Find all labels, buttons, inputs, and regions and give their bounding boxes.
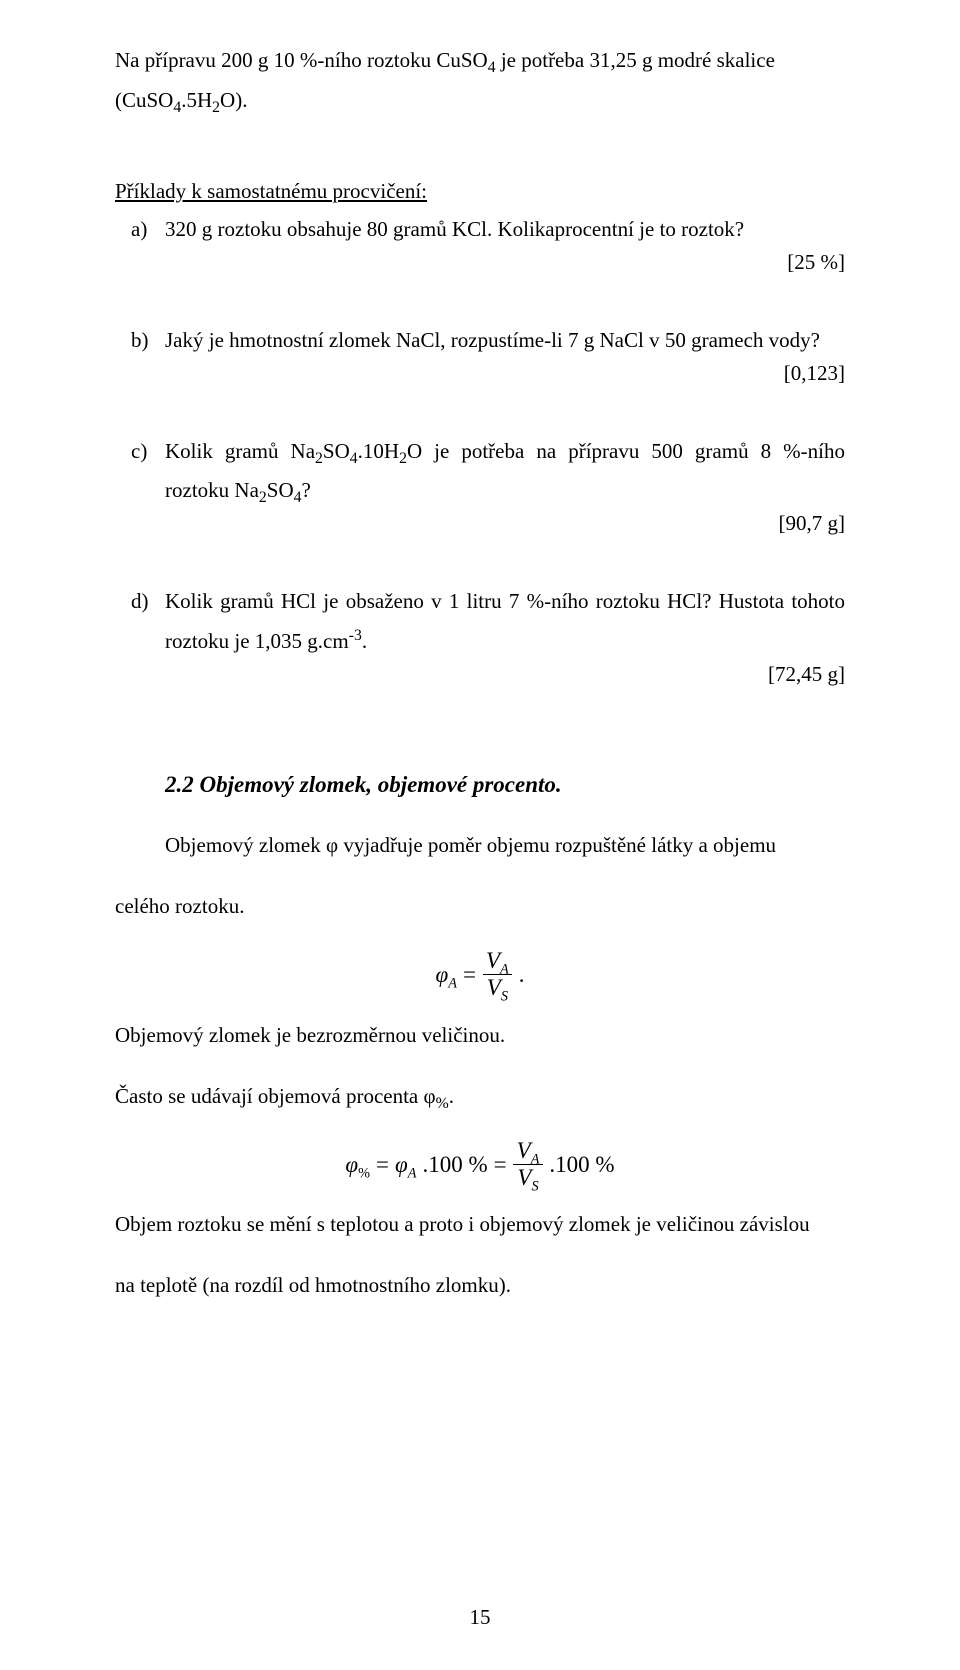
- fraction: VA VS: [513, 1138, 544, 1192]
- subscript-2: 2: [259, 490, 267, 507]
- sub-s: S: [531, 1179, 538, 1195]
- page-number: 15: [0, 1605, 960, 1630]
- intro-paragraph: Na přípravu 200 g 10 %-ního roztoku CuSO…: [115, 41, 845, 121]
- intro-text-5: O).: [220, 88, 247, 112]
- problem-c-mid1: SO: [323, 439, 350, 463]
- marker-d: d): [131, 582, 149, 622]
- eq2-lhs: φ%: [345, 1152, 370, 1178]
- problem-a: a) 320 g roztoku obsahuje 80 gramů KCl. …: [115, 210, 845, 250]
- casto-b: .: [449, 1084, 454, 1108]
- answer-b: [0,123]: [115, 361, 845, 386]
- para-casto: Často se udávají objemová procenta φ%.: [115, 1077, 845, 1117]
- hundred-pct: .100 %: [422, 1152, 487, 1178]
- marker-c: c): [131, 432, 147, 472]
- problem-c-mid2: .10H: [358, 439, 399, 463]
- eq2-rhs1: φA: [395, 1152, 416, 1178]
- intro-text-3: (CuSO: [115, 88, 173, 112]
- page: Na přípravu 200 g 10 %-ního roztoku CuSO…: [0, 0, 960, 1670]
- phi-symbol: φ: [326, 833, 338, 857]
- problem-a-text: 320 g roztoku obsahuje 80 gramů KCl. Kol…: [165, 217, 744, 241]
- problem-list: a) 320 g roztoku obsahuje 80 gramů KCl. …: [115, 210, 845, 250]
- equals-sign: =: [494, 1152, 507, 1178]
- problem-d: d) Kolik gramů HCl je obsaženo v 1 litru…: [115, 582, 845, 662]
- subscript-2: 2: [212, 99, 220, 116]
- denominator: VS: [483, 974, 512, 1001]
- phi-symbol: φ: [424, 1084, 436, 1108]
- phi-var: φ: [395, 1152, 408, 1177]
- v-var: V: [517, 1165, 531, 1190]
- problem-d-l1: Kolik gramů HCl je obsaženo v 1 litru 7 …: [165, 589, 784, 613]
- answer-a: [25 %]: [115, 250, 845, 275]
- v-var: V: [517, 1138, 531, 1163]
- problem-c: c) Kolik gramů Na2SO4.10H2O je potřeba n…: [115, 432, 845, 512]
- sub-a: A: [448, 975, 457, 991]
- problem-c-line2c: ?: [302, 478, 311, 502]
- subscript-4: 4: [350, 450, 358, 467]
- heading-2-2: 2.2 Objemový zlomek, objemové procento.: [115, 772, 845, 798]
- equation-2: φ% = φA.100 % = VA VS .100 %: [115, 1138, 845, 1192]
- superscript-neg3: -3: [349, 627, 362, 644]
- sub-s: S: [501, 989, 508, 1005]
- casto-a: Často se udávají objemová procenta: [115, 1084, 424, 1108]
- problem-list: d) Kolik gramů HCl je obsaženo v 1 litru…: [115, 582, 845, 662]
- subscript-4: 4: [294, 490, 302, 507]
- exercises-title: Příklady k samostatnému procvičení:: [115, 179, 845, 204]
- subscript-2: 2: [399, 450, 407, 467]
- problem-c-mid3: O je potřeba na přípravu 500 gramů 8 %-n…: [407, 439, 845, 463]
- phi-var: φ: [436, 962, 449, 987]
- numerator: VA: [482, 948, 513, 974]
- subscript-2: 2: [315, 450, 323, 467]
- subscript-4: 4: [488, 59, 496, 76]
- problem-list: c) Kolik gramů Na2SO4.10H2O je potřeba n…: [115, 432, 845, 512]
- para1-a: Objemový zlomek: [165, 833, 326, 857]
- intro-text-2: je potřeba 31,25 g modré skalice: [496, 48, 775, 72]
- fraction: VA VS: [482, 948, 513, 1002]
- problem-c-line2a: roztoku Na: [165, 478, 259, 502]
- para-celeho-roztoku: celého roztoku.: [115, 887, 845, 927]
- para1-b: vyjadřuje poměr objemu rozpuštěné látky …: [338, 833, 776, 857]
- eq1-lhs: φA: [436, 962, 457, 988]
- intro-text-4: .5H: [181, 88, 212, 112]
- denominator: VS: [513, 1164, 542, 1191]
- equation-1: φA = VA VS .: [115, 948, 845, 1002]
- equals-sign: =: [376, 1152, 389, 1178]
- problem-d-l2b: .: [362, 629, 367, 653]
- para-last-b: na teplotě (na rozdíl od hmotnostního zl…: [115, 1266, 845, 1306]
- phi-var: φ: [345, 1152, 358, 1177]
- numerator: VA: [513, 1138, 544, 1164]
- period: .: [519, 962, 525, 988]
- answer-d: [72,45 g]: [115, 662, 845, 687]
- problem-list: b) Jaký je hmotnostní zlomek NaCl, rozpu…: [115, 321, 845, 361]
- problem-c-line2b: SO: [267, 478, 294, 502]
- answer-c: [90,7 g]: [115, 511, 845, 536]
- problem-c-pre: Kolik gramů Na: [165, 439, 315, 463]
- v-var: V: [487, 975, 501, 1000]
- intro-text-1: Na přípravu 200 g 10 %-ního roztoku CuSO: [115, 48, 488, 72]
- sub-a: A: [408, 1165, 417, 1181]
- marker-a: a): [131, 210, 147, 250]
- problem-b-text: Jaký je hmotnostní zlomek NaCl, rozpustí…: [165, 328, 820, 352]
- sub-percent: %: [358, 1165, 370, 1181]
- marker-b: b): [131, 321, 149, 361]
- para-last-a: Objem roztoku se mění s teplotou a proto…: [115, 1205, 845, 1245]
- equals-sign: =: [463, 962, 476, 988]
- hundred-pct: .100 %: [549, 1152, 614, 1178]
- para-obj-zlomek: Objemový zlomek φ vyjadřuje poměr objemu…: [115, 826, 845, 866]
- v-var: V: [486, 948, 500, 973]
- para-bezrozmerna: Objemový zlomek je bezrozměrnou veličino…: [115, 1016, 845, 1056]
- problem-b: b) Jaký je hmotnostní zlomek NaCl, rozpu…: [115, 321, 845, 361]
- sub-percent: %: [436, 1095, 449, 1112]
